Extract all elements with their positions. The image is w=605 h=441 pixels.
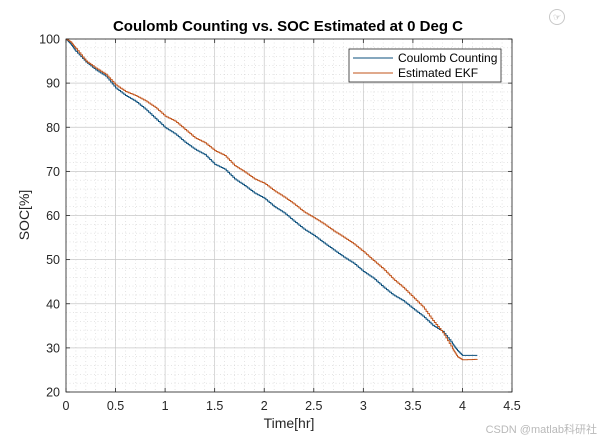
y-tick-label: 40 [46, 297, 60, 311]
y-tick-labels: 20 30 40 50 60 70 80 90 100 [39, 33, 60, 400]
legend: Coulomb Counting Estimated EKF [348, 48, 502, 83]
x-tick-label: 3.5 [404, 399, 421, 413]
y-tick-label: 50 [46, 253, 60, 267]
x-tick-label: 4.5 [503, 399, 520, 413]
series-line-ekf [66, 38, 478, 361]
x-tick-label: 2 [261, 399, 268, 413]
hand-pointer-icon[interactable]: ☞ [549, 9, 565, 25]
x-tick-label: 3 [360, 399, 367, 413]
y-axis-label: SOC[%] [16, 190, 32, 241]
x-axis-label: Time[hr] [264, 415, 315, 431]
y-tick-label: 90 [46, 77, 60, 91]
legend-label-ekf: Estimated EKF [398, 66, 478, 80]
x-tick-label: 1 [162, 399, 169, 413]
series-layer [66, 38, 478, 361]
y-tick-label: 20 [46, 386, 60, 400]
chart-title: Coulomb Counting vs. SOC Estimated at 0 … [113, 18, 463, 35]
x-tick-label: 4 [459, 399, 466, 413]
y-tick-label: 80 [46, 121, 60, 135]
series-line-coulomb [66, 38, 478, 356]
y-tick-label: 30 [46, 341, 60, 355]
x-tick-labels: 0 0.5 1 1.5 2 2.5 3 3.5 4 4.5 [63, 399, 521, 413]
x-tick-label: 0.5 [107, 399, 124, 413]
watermark: CSDN @matlab科研社 [486, 422, 597, 436]
legend-box [348, 48, 502, 83]
tick-marks [65, 38, 513, 393]
y-tick-label: 60 [46, 209, 60, 223]
y-tick-label: 70 [46, 165, 60, 179]
x-tick-label: 2.5 [305, 399, 322, 413]
legend-label-coulomb: Coulomb Counting [398, 51, 497, 65]
x-tick-label: 0 [63, 399, 70, 413]
y-tick-label: 100 [39, 33, 60, 47]
x-tick-label: 1.5 [206, 399, 223, 413]
